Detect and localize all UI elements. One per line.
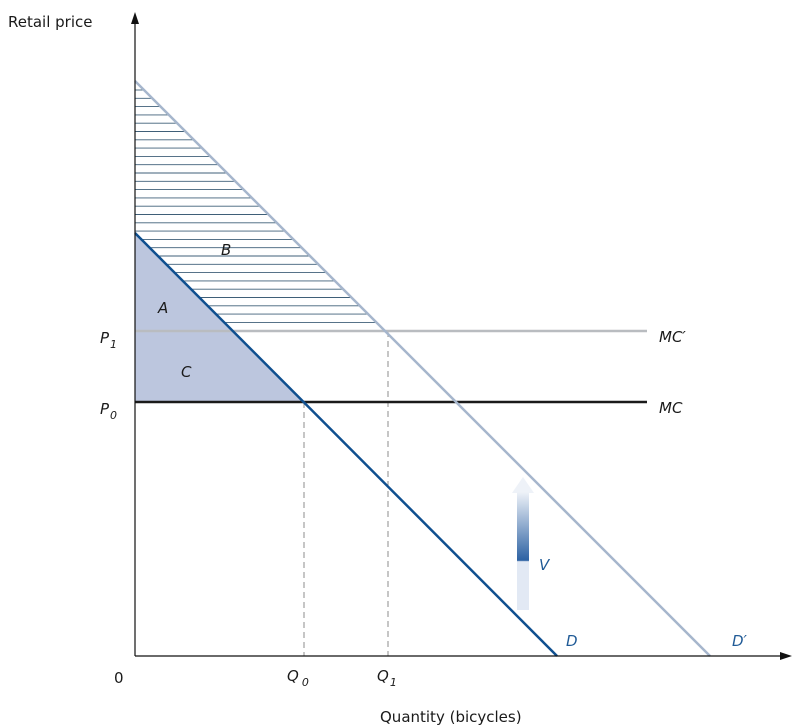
origin-label: 0 [114, 669, 124, 687]
x-axis-arrowhead [780, 652, 792, 660]
mc-prime-label: MC′ [659, 328, 686, 346]
demand-shifted-label: D′ [732, 632, 748, 650]
y-axis-arrowhead [131, 12, 139, 24]
shift-arrow-label: V [539, 556, 551, 574]
shift-arrow-icon [512, 477, 534, 610]
y-axis-title: Retail price [8, 13, 93, 31]
region-b-label: B [221, 241, 231, 259]
p0-label: P0 [100, 400, 117, 422]
p1-label: P1 [100, 329, 117, 351]
q1-label: Q1 [377, 667, 397, 689]
x-axis-title: Quantity (bicycles) [380, 708, 522, 726]
region-c-label: C [181, 363, 192, 381]
region-a-label: A [157, 299, 168, 317]
demand-line [135, 233, 557, 656]
mc-label: MC [659, 399, 683, 417]
demand-label: D [566, 632, 578, 650]
